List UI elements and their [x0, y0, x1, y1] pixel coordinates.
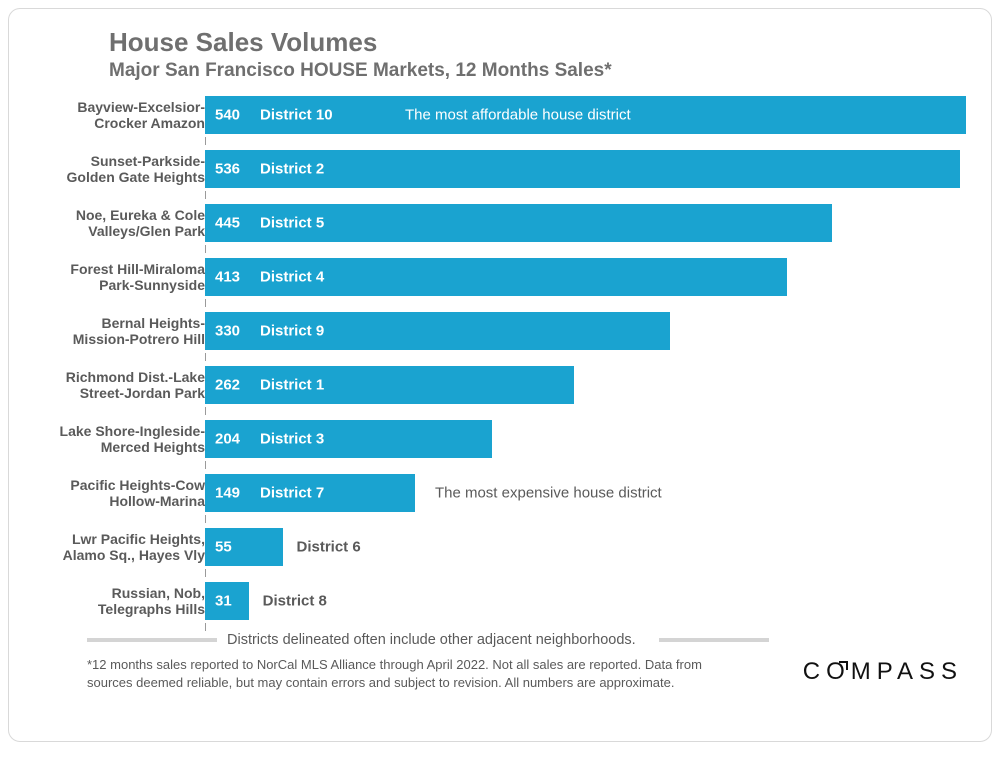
district-label: District 5: [260, 215, 324, 232]
district-label: District 2: [260, 161, 324, 178]
value-label: 262: [215, 377, 240, 394]
category-label: Lake Shore-Ingleside-Merced Heights: [27, 423, 205, 455]
value-label: 445: [215, 215, 240, 232]
category-label: Bayview-Excelsior-Crocker Amazon: [27, 99, 205, 131]
district-label: District 3: [260, 431, 324, 448]
bar-row: Sunset-Parkside-Golden Gate Heights 536 Di…: [27, 150, 973, 188]
value-label: 536: [215, 161, 240, 178]
bar-row: Pacific Heights-CowHollow-Marina 149 Distr…: [27, 474, 973, 512]
district-label: District 8: [263, 593, 327, 610]
bar-row: Russian, Nob,Telegraphs Hills 31 District …: [27, 582, 973, 620]
bar-row: Lake Shore-Ingleside-Merced Heights 204 Di…: [27, 420, 973, 458]
bar-annotation: The most affordable house district: [405, 107, 631, 124]
bar: [205, 420, 492, 458]
bar-row: Forest Hill-MiralomaPark-Sunnyside 413 Dis…: [27, 258, 973, 296]
divider-right: [659, 638, 769, 642]
chart-title: House Sales Volumes: [109, 27, 973, 58]
compass-logo: COMPASS: [803, 658, 963, 686]
category-label: Russian, Nob,Telegraphs Hills: [27, 585, 205, 617]
district-label: District 6: [297, 539, 361, 556]
category-label: Pacific Heights-CowHollow-Marina: [27, 477, 205, 509]
chart-card: House Sales Volumes Major San Francisco …: [8, 8, 992, 742]
bar-row: Richmond Dist.-LakeStreet-Jordan Park 262…: [27, 366, 973, 404]
district-label: District 7: [260, 485, 324, 502]
value-label: 55: [215, 539, 232, 556]
value-label: 413: [215, 269, 240, 286]
bar-chart: Bayview-Excelsior-Crocker Amazon 540 Distr…: [27, 92, 973, 672]
district-label: District 1: [260, 377, 324, 394]
value-label: 204: [215, 431, 240, 448]
chart-subtitle: Major San Francisco HOUSE Markets, 12 Mo…: [109, 60, 973, 82]
divider-left: [87, 638, 217, 642]
category-label: Sunset-Parkside-Golden Gate Heights: [27, 153, 205, 185]
delineation-note: Districts delineated often include other…: [227, 632, 636, 648]
footnote: *12 months sales reported to NorCal MLS …: [87, 656, 707, 691]
bar-row: Lwr Pacific Heights,Alamo Sq., Hayes Vly…: [27, 528, 973, 566]
bar-row: Bernal Heights-Mission-Potrero Hill 330 Di…: [27, 312, 973, 350]
value-label: 540: [215, 107, 240, 124]
category-label: Richmond Dist.-LakeStreet-Jordan Park: [27, 369, 205, 401]
category-label: Forest Hill-MiralomaPark-Sunnyside: [27, 261, 205, 293]
district-label: District 10: [260, 107, 333, 124]
category-label: Bernal Heights-Mission-Potrero Hill: [27, 315, 205, 347]
value-label: 330: [215, 323, 240, 340]
bar-annotation: The most expensive house district: [435, 485, 662, 502]
value-label: 149: [215, 485, 240, 502]
category-label: Lwr Pacific Heights,Alamo Sq., Hayes Vly: [27, 531, 205, 563]
district-label: District 9: [260, 323, 324, 340]
bar-row: Noe, Eureka & ColeValleys/Glen Park 445 Di…: [27, 204, 973, 242]
title-block: House Sales Volumes Major San Francisco …: [27, 27, 973, 82]
value-label: 31: [215, 593, 232, 610]
category-label: Noe, Eureka & ColeValleys/Glen Park: [27, 207, 205, 239]
district-label: District 4: [260, 269, 324, 286]
bar-row: Bayview-Excelsior-Crocker Amazon 540 Distr…: [27, 96, 973, 134]
